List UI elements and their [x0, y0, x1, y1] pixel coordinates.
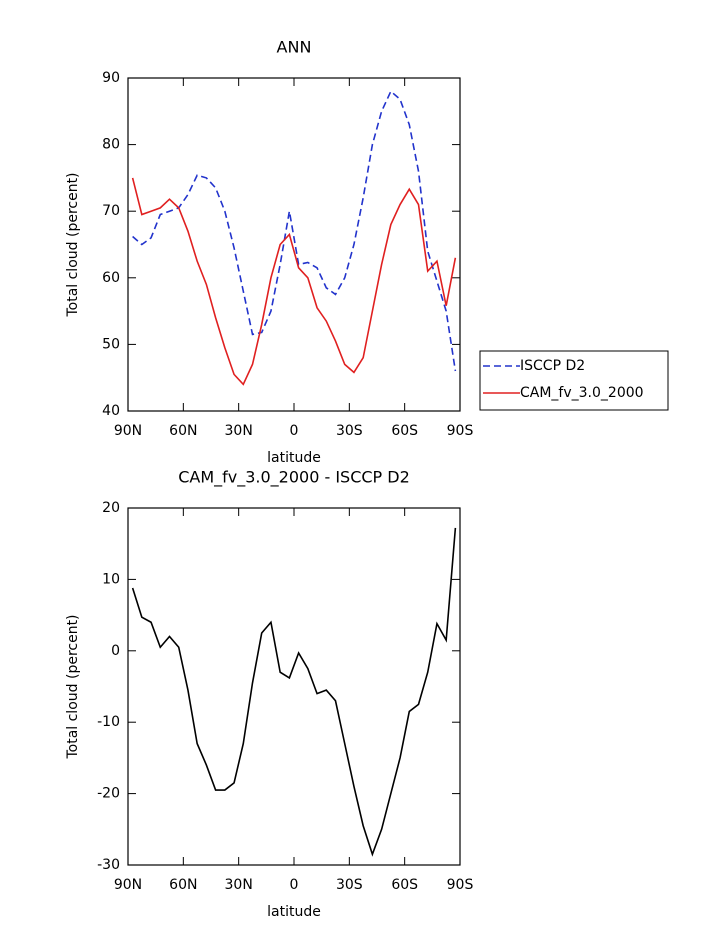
x-tick-label: 90N — [114, 877, 142, 893]
y-tick-label: 90 — [102, 70, 120, 86]
y-tick-label: 10 — [102, 571, 120, 587]
y-tick-label: -10 — [97, 714, 120, 730]
y-axis-label: Total cloud (percent) — [65, 614, 81, 759]
chart-title: ANN — [277, 38, 312, 57]
legend-box — [479, 350, 669, 411]
x-tick-label: 30N — [225, 877, 253, 893]
y-tick-label: 0 — [111, 643, 120, 659]
x-tick-label: 60S — [391, 423, 418, 439]
chart-title: CAM_fv_3.0_2000 - ISCCP D2 — [178, 468, 410, 488]
x-tick-label: 90N — [114, 423, 142, 439]
y-tick-label: 20 — [102, 500, 120, 516]
x-axis-label: latitude — [267, 450, 321, 466]
y-tick-label: 80 — [102, 137, 120, 153]
x-tick-label: 60N — [169, 877, 197, 893]
x-tick-label: 0 — [290, 423, 299, 439]
data-line — [131, 177, 457, 386]
y-tick-label: 60 — [102, 270, 120, 286]
x-tick-label: 90S — [447, 877, 474, 893]
legend-label: ISCCP D2 — [520, 358, 585, 374]
data-line — [131, 527, 457, 857]
x-tick-label: 90S — [447, 423, 474, 439]
x-tick-label: 30S — [336, 423, 363, 439]
x-tick-label: 0 — [290, 877, 299, 893]
plot-frame — [127, 507, 461, 866]
y-tick-label: 50 — [102, 336, 120, 352]
x-tick-label: 60N — [169, 423, 197, 439]
x-tick-label: 60S — [391, 877, 418, 893]
y-tick-label: -20 — [97, 786, 120, 802]
x-tick-label: 30N — [225, 423, 253, 439]
data-line — [132, 90, 457, 372]
legend-label: CAM_fv_3.0_2000 — [520, 385, 644, 401]
y-tick-label: 70 — [102, 203, 120, 219]
y-tick-label: 40 — [102, 403, 120, 419]
x-axis-label: latitude — [267, 904, 321, 920]
x-tick-label: 30S — [336, 877, 363, 893]
y-axis-label: Total cloud (percent) — [65, 172, 81, 317]
y-tick-label: -30 — [97, 857, 120, 873]
